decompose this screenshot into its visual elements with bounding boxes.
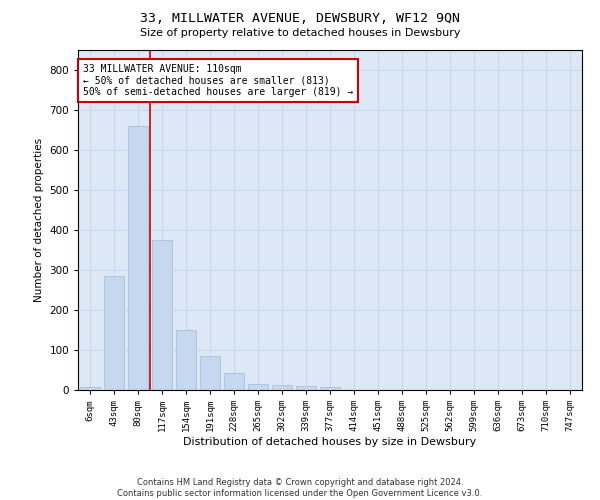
Bar <box>272 385 292 390</box>
Y-axis label: Number of detached properties: Number of detached properties <box>34 138 44 302</box>
Text: Size of property relative to detached houses in Dewsbury: Size of property relative to detached ho… <box>140 28 460 38</box>
X-axis label: Distribution of detached houses by size in Dewsbury: Distribution of detached houses by size … <box>184 437 476 447</box>
Text: 33, MILLWATER AVENUE, DEWSBURY, WF12 9QN: 33, MILLWATER AVENUE, DEWSBURY, WF12 9QN <box>140 12 460 26</box>
Bar <box>248 384 268 390</box>
Text: Contains HM Land Registry data © Crown copyright and database right 2024.
Contai: Contains HM Land Registry data © Crown c… <box>118 478 482 498</box>
Text: 33 MILLWATER AVENUE: 110sqm
← 50% of detached houses are smaller (813)
50% of se: 33 MILLWATER AVENUE: 110sqm ← 50% of det… <box>83 64 353 97</box>
Bar <box>152 240 172 390</box>
Bar <box>200 356 220 390</box>
Bar <box>224 373 244 390</box>
Bar <box>176 330 196 390</box>
Bar <box>320 387 340 390</box>
Bar <box>296 386 316 390</box>
Bar <box>104 276 124 390</box>
Bar <box>80 387 100 390</box>
Bar <box>128 126 148 390</box>
